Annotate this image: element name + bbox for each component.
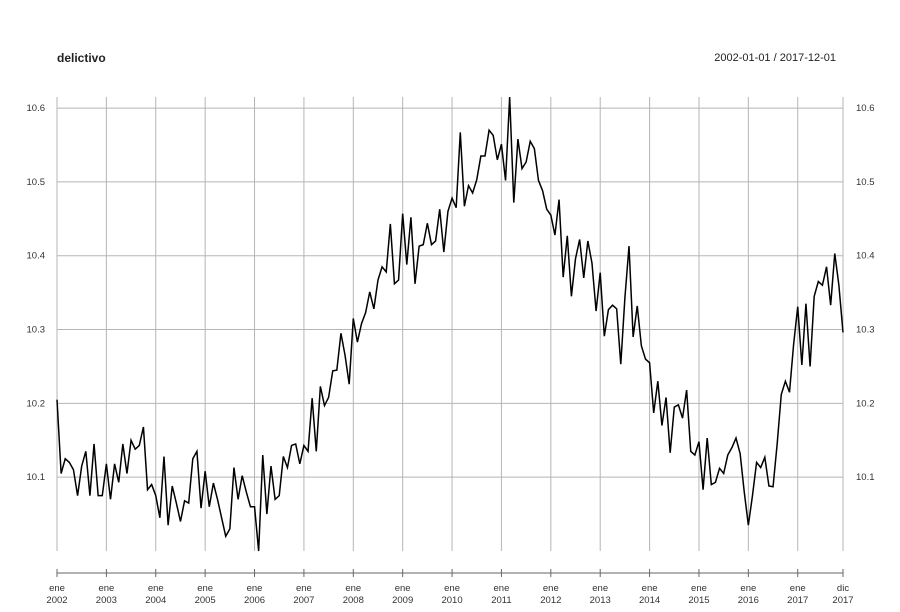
x-tick-label-month: ene — [444, 583, 460, 594]
x-tick-label-year: 2006 — [244, 595, 265, 606]
y-tick-label-right: 10.3 — [856, 325, 875, 336]
x-tick-label-month: ene — [395, 583, 411, 594]
y-tick-label-left: 10.1 — [27, 472, 46, 483]
date-range-label: 2002-01-01 / 2017-12-01 — [714, 52, 836, 64]
x-tick-label-month: ene — [247, 583, 263, 594]
x-tick-label-year: 2011 — [491, 595, 511, 606]
y-tick-label-left: 10.2 — [27, 398, 46, 409]
x-tick-label-year: 2009 — [392, 595, 413, 606]
x-tick-label-year: 2003 — [96, 595, 117, 606]
x-tick-label-month: ene — [148, 583, 164, 594]
x-tick-label-year: 2012 — [540, 595, 561, 606]
x-tick-label-month: ene — [592, 583, 608, 594]
x-tick-label-month: ene — [691, 583, 707, 594]
x-tick-label-month: ene — [49, 583, 65, 594]
x-tick-label-year: 2008 — [343, 595, 364, 606]
x-tick-label-month: dic — [837, 583, 849, 594]
chart-title: delictivo — [57, 51, 106, 65]
x-tick-label-month: ene — [790, 583, 806, 594]
y-tick-label-left: 10.6 — [27, 103, 46, 114]
y-tick-label-left: 10.4 — [27, 251, 46, 262]
x-tick-label-year: 2010 — [441, 595, 462, 606]
y-tick-label-right: 10.4 — [856, 251, 875, 262]
x-tick-label-month: ene — [98, 583, 114, 594]
x-tick-label-year: 2004 — [145, 595, 166, 606]
x-tick-label-year: 2017 — [832, 595, 853, 606]
y-tick-label-right: 10.1 — [856, 472, 875, 483]
x-tick-label-year: 2013 — [590, 595, 611, 606]
y-tick-label-left: 10.5 — [27, 177, 46, 188]
series-line — [56, 96, 844, 552]
x-tick-label-year: 2007 — [293, 595, 314, 606]
x-tick-label-year: 2015 — [688, 595, 709, 606]
x-tick-label-month: ene — [296, 583, 312, 594]
y-tick-label-right: 10.2 — [856, 398, 875, 409]
x-tick-label-month: ene — [345, 583, 361, 594]
x-tick-label-month: ene — [740, 583, 756, 594]
y-tick-label-right: 10.6 — [856, 103, 875, 114]
x-tick-label-year: 2005 — [195, 595, 216, 606]
x-tick-label-year: 2016 — [738, 595, 759, 606]
x-tick-label-year: 2014 — [639, 595, 660, 606]
x-tick-label-month: ene — [543, 583, 559, 594]
x-tick-label-month: ene — [197, 583, 213, 594]
y-tick-label-left: 10.3 — [27, 325, 46, 336]
x-tick-label-month: ene — [642, 583, 658, 594]
x-tick-label-year: 2017 — [787, 595, 808, 606]
y-tick-label-right: 10.5 — [856, 177, 875, 188]
x-tick-label-year: 2002 — [46, 595, 67, 606]
x-tick-label-month: ene — [494, 583, 510, 594]
